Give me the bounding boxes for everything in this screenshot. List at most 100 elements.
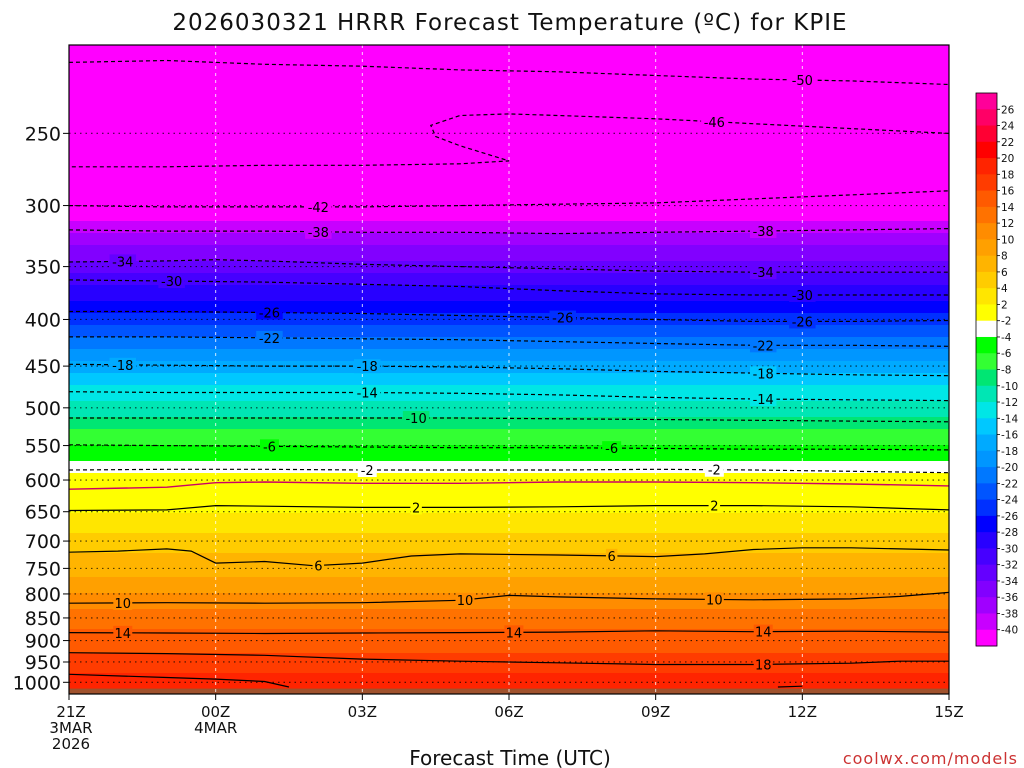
- colorbar-swatch: [976, 629, 997, 647]
- temperature-band: [69, 125, 949, 130]
- contour-line: [69, 652, 949, 666]
- colorbar-tick-label: -34: [1001, 576, 1018, 588]
- contour-line: [69, 547, 949, 567]
- colorbar-tick-label: -12: [1001, 397, 1018, 409]
- temperature-band: [69, 461, 949, 466]
- contour-label-bg: [353, 385, 381, 400]
- temperature-band: [69, 545, 949, 550]
- colorbar-tick-label: -32: [1001, 560, 1018, 572]
- contour-label: -22: [753, 339, 774, 354]
- y-tick-label: 850: [25, 608, 61, 630]
- temperature-band: [69, 245, 949, 250]
- temperature-band: [69, 537, 949, 542]
- colorbar-tick-label: -26: [1001, 511, 1018, 523]
- colorbar-tick-label: 12: [1001, 218, 1014, 230]
- colorbar-swatch: [976, 336, 997, 354]
- temperature-band: [69, 665, 949, 670]
- colorbar-swatch: [976, 597, 997, 614]
- colorbar-swatch: [976, 418, 997, 436]
- temperature-band: [69, 445, 949, 450]
- y-tick-label: 650: [25, 502, 61, 524]
- contour-label: -30: [161, 275, 182, 290]
- y-axis: 2503003504004505005506006507007508008509…: [13, 123, 69, 694]
- temperature-band: [69, 109, 949, 114]
- contour-line: [69, 504, 949, 512]
- temperature-band: [69, 53, 949, 58]
- colorbar-swatch: [976, 483, 997, 501]
- contour-label-bg: [749, 392, 777, 407]
- colorbar-tick-label: 20: [1001, 153, 1014, 165]
- temperature-band: [69, 237, 949, 242]
- temperature-band: [69, 581, 949, 586]
- temperature-band: [69, 293, 949, 298]
- x-tick-label: 06Z: [494, 703, 523, 721]
- colorbar-swatch: [976, 206, 997, 224]
- temperature-band: [69, 433, 949, 438]
- contour-label: 10: [706, 593, 723, 608]
- contour-line: [69, 481, 949, 490]
- colorbar-tick-label: 26: [1001, 104, 1015, 116]
- colorbar-tick-label: -10: [1001, 381, 1018, 393]
- temperature-band: [69, 385, 949, 390]
- x-tick-label: 4MAR: [194, 719, 237, 737]
- contour-label: -14: [357, 387, 378, 402]
- contour-label: 10: [457, 594, 474, 609]
- temperature-band: [69, 525, 949, 530]
- colorbar-tick-label: 22: [1001, 137, 1014, 149]
- colorbar-swatch: [976, 613, 997, 631]
- contour-label-bg: [704, 462, 724, 477]
- temperature-band: [69, 669, 949, 674]
- temperature-band: [69, 441, 949, 446]
- contour-label: 18: [755, 658, 772, 673]
- colorbar-swatch: [976, 190, 997, 208]
- temperature-band: [69, 413, 949, 418]
- temperature-band: [69, 285, 949, 290]
- contour-label-bg: [312, 558, 325, 573]
- contour-label: -38: [753, 225, 774, 240]
- temperature-band: [69, 489, 949, 494]
- colorbar-swatch: [976, 304, 997, 322]
- contour-label: -50: [792, 74, 813, 89]
- chart-title: 2026030321 HRRR Forecast Temperature (ºC…: [172, 10, 847, 36]
- temperature-band: [69, 265, 949, 270]
- colorbar-tick-label: 14: [1001, 202, 1015, 214]
- temperature-band: [69, 305, 949, 310]
- y-tick-label: 400: [25, 309, 61, 331]
- temperature-band: [69, 529, 949, 534]
- contour-label-bg: [602, 441, 622, 456]
- x-tick-label: 12Z: [788, 703, 817, 721]
- contour-label: -42: [308, 201, 329, 216]
- y-tick-label: 900: [25, 631, 61, 653]
- colorbar-tick-label: 16: [1001, 186, 1015, 198]
- contour-label: 10: [115, 597, 132, 612]
- contour-label-bg: [158, 274, 185, 289]
- colorbar-tick-label: -40: [1001, 625, 1018, 637]
- contour-label: -46: [704, 116, 725, 131]
- x-tick-label: 09Z: [641, 703, 670, 721]
- temperature-band: [69, 565, 949, 570]
- temperature-band: [69, 133, 949, 138]
- colorbar-tick-label: -14: [1001, 413, 1018, 425]
- x-tick-label: 21Z: [56, 703, 85, 721]
- colorbar-swatch: [976, 271, 997, 289]
- temperature-band: [69, 677, 949, 682]
- temperature-band: [69, 517, 949, 522]
- contour-label: -38: [308, 226, 329, 241]
- temperature-band: [69, 329, 949, 334]
- temperature-band: [69, 501, 949, 506]
- temperature-band: [69, 557, 949, 562]
- contour-labels: -50-46-42-38 -38-34-34-30-30-26 -26 -26-22-…: [109, 73, 816, 673]
- contour-label-bg: [749, 366, 777, 381]
- x-tick-label: 2026: [52, 735, 90, 753]
- colorbar-swatch: [976, 174, 997, 192]
- contour-label: 6: [608, 550, 616, 565]
- temperature-band: [69, 573, 949, 578]
- temperature-band: [69, 181, 949, 186]
- contour-label: 14: [755, 626, 772, 641]
- colorbar-tick-label: 10: [1001, 234, 1014, 246]
- contour-label-bg: [749, 338, 777, 353]
- x-tick-label: 3MAR: [49, 719, 92, 737]
- temperature-band: [69, 301, 949, 306]
- contour-label: -26: [259, 307, 280, 322]
